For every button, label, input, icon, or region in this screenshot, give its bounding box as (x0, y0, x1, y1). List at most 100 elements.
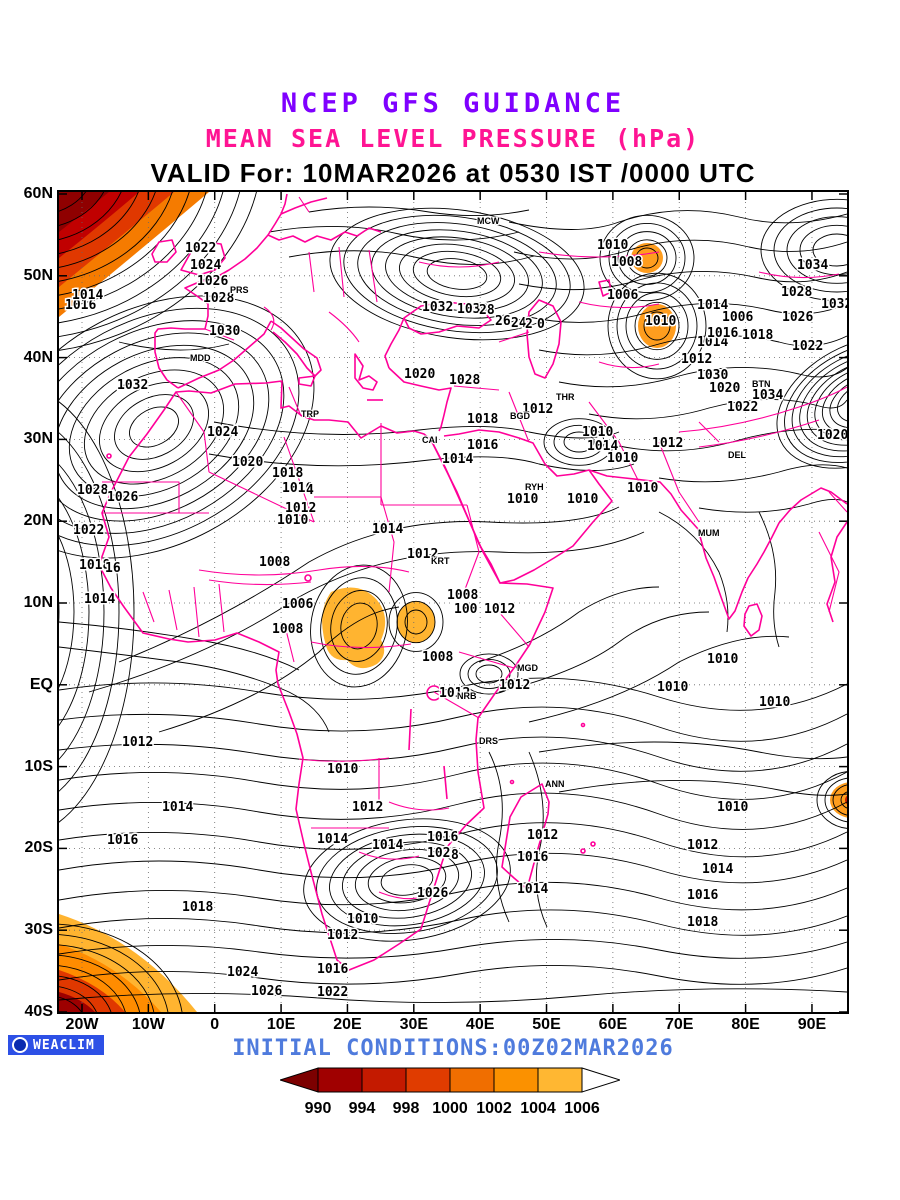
initial-conditions-line: INITIAL CONDITIONS:00Z02MAR2026 (232, 1036, 674, 1061)
colorbar-cell (537, 1067, 583, 1093)
colorbar-left-arrow (278, 1067, 319, 1093)
contour-label: 1024 (190, 258, 221, 273)
contour-label: 1008 (611, 255, 642, 270)
contour-label: 1006 (282, 597, 313, 612)
contour-label: 1022 (317, 985, 348, 1000)
logo-text: WEACLIM (33, 1037, 95, 1053)
contour-label: 1012 (122, 735, 153, 750)
contour-label: 1016 (317, 962, 348, 977)
contour-label: 1034 (797, 258, 828, 273)
contour-label: 1030 (697, 368, 728, 383)
country-borders (102, 196, 847, 900)
isobar-contours (59, 206, 847, 1003)
contour-label: 1016 (707, 326, 738, 341)
station-label: KRT (431, 556, 450, 566)
colorbar-values: 990 994 998 1000 1002 1004 1006 (280, 1098, 620, 1120)
contour-label: 1014 (697, 335, 728, 350)
contour-label: 1010 (707, 652, 738, 667)
contour-label: 1012 (484, 602, 515, 617)
contour-label: 1014 (517, 882, 548, 897)
contour-label: 1014 (702, 862, 733, 877)
colorbar-cell (493, 1067, 539, 1093)
contour-label: 1010 (582, 425, 613, 440)
contour-label: 1026 (197, 274, 228, 289)
contour-label: 24 (511, 316, 527, 331)
contour-label: 1014 (72, 288, 103, 303)
station-label: NRB (457, 691, 477, 701)
contour-label: 1010 (607, 451, 638, 466)
contour-label: 1016 (517, 850, 548, 865)
contour-label: 1012 (522, 402, 553, 417)
contour-label: 1018 (687, 915, 718, 930)
contour-label: 1010 (277, 513, 308, 528)
weaclim-logo: WEACLIM (8, 1035, 104, 1055)
contour-label: 1016 (282, 481, 313, 496)
pressure-colorbar: 990 994 998 1000 1002 1004 1006 (278, 1066, 622, 1122)
contour-label: 1010 (645, 314, 676, 329)
colorbar-value: 1000 (432, 1100, 468, 1117)
station-label: PRS (230, 285, 249, 295)
station-label: MGD (517, 663, 538, 673)
contour-label: 1006 (722, 310, 753, 325)
contour-label: 1008 (259, 555, 290, 570)
contour-label: 1008 (447, 588, 478, 603)
contour-label: 1010 (759, 695, 790, 710)
station-label: TRP (301, 409, 319, 419)
contour-label: 1008 (422, 650, 453, 665)
contour-value-labels: 1016101410221024102610281030103210241020… (64, 237, 848, 1002)
contour-label: 1012 (439, 686, 470, 701)
lat-label: 20N (23, 512, 53, 530)
contour-label: 1028 (77, 483, 108, 498)
contour-label: 1026 (107, 490, 138, 505)
contour-label: 1020 (232, 455, 263, 470)
contour-label: 1022 (185, 241, 216, 256)
contour-label: 1034 (752, 388, 783, 403)
contour-label: 1014 (697, 298, 728, 313)
contour-label: 1014 (372, 522, 403, 537)
contour-label: 1022 (792, 339, 823, 354)
lon-label: 20E (333, 1016, 362, 1033)
contour-label: 1010 (657, 680, 688, 695)
contour-label: 1016 (687, 888, 718, 903)
station-code-labels: MCW PRS MDD TRP CAI BGD THR RYH KRT DEL MUM BTN MGD N… (189, 215, 772, 790)
colorbar-value: 994 (348, 1100, 376, 1117)
coastlines (98, 193, 847, 971)
contour-label: 1012 (499, 678, 530, 693)
contour-label: 1010 (717, 800, 748, 815)
contour-label: 1012 (687, 838, 718, 853)
lat-label: 50N (23, 266, 53, 284)
contour-label: 1012 (652, 436, 683, 451)
contour-label: 1020 (427, 846, 458, 861)
contour-label: 1012 (407, 547, 438, 562)
colorbar-cell (317, 1067, 363, 1093)
contour-label: 1016 (427, 830, 458, 845)
contour-label: 1032 (117, 378, 148, 393)
lat-label: 60N (23, 185, 53, 202)
station-label: CAI (422, 435, 438, 445)
contour-label: 26 (495, 314, 511, 329)
colorbar-value: 990 (304, 1100, 332, 1117)
map-canvas: 1016101410221024102610281030103210241020… (59, 192, 847, 1012)
contour-label: 1018 (182, 900, 213, 915)
contour-label: 1016 (107, 833, 138, 848)
station-label: MDD (190, 353, 211, 363)
station-label: MCW (477, 216, 500, 226)
contour-label: 1018 (272, 466, 303, 481)
lon-label: 0 (210, 1016, 220, 1033)
lon-label: 80E (731, 1016, 760, 1033)
lon-label: 30E (399, 1016, 429, 1033)
valid-time-line: VALID For: 10MAR2026 at 0530 IST /0000 U… (150, 158, 756, 188)
lon-label: 20W (65, 1016, 99, 1033)
lon-label: 90E (797, 1016, 827, 1033)
contour-label: 1012 (527, 828, 558, 843)
station-label: RYH (525, 482, 544, 492)
station-label: DRS (479, 736, 498, 746)
contour-label: 1022 (73, 523, 104, 538)
contour-label: 1012 (352, 800, 383, 815)
contour-label: 1016 (467, 438, 498, 453)
contour-label: 100 (454, 602, 478, 617)
lon-label: 70E (665, 1016, 694, 1033)
lat-label: 40S (24, 1003, 53, 1020)
station-label: DEL (728, 450, 747, 460)
